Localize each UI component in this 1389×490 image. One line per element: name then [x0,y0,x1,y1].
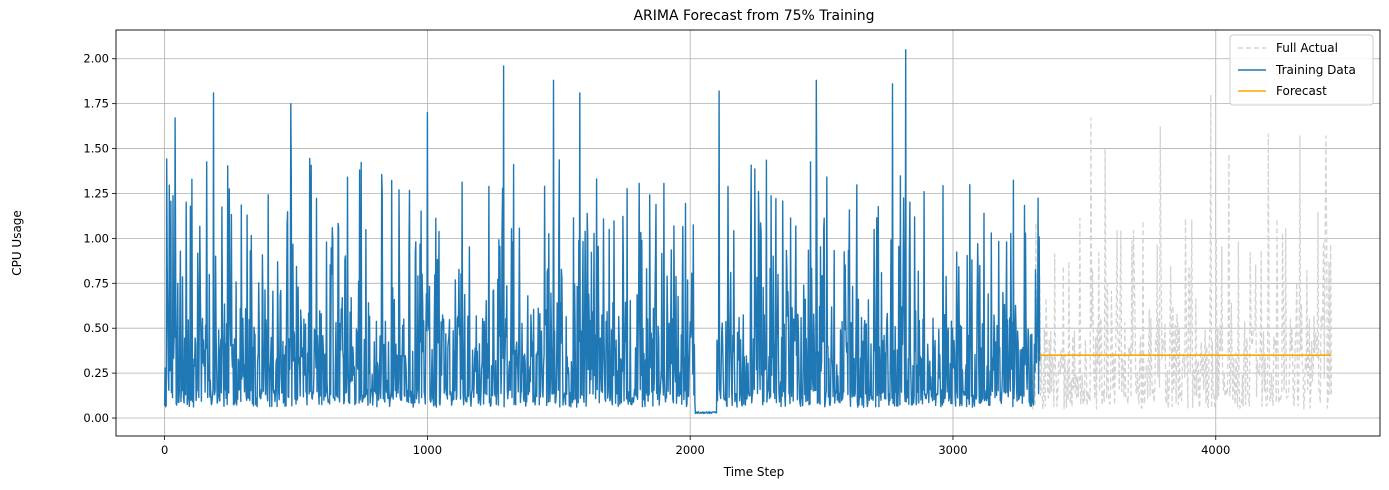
x-tick-label: 3000 [938,443,967,457]
y-axis: 0.00 0.25 0.50 0.75 1.00 1.25 1.50 1.75 2.00 [83,52,116,425]
y-tick-label: 0.00 [83,411,109,425]
full-actual-line [1031,94,1333,410]
y-tick-label: 1.25 [83,186,109,200]
series-full-actual [1031,94,1333,410]
y-tick-label: 1.75 [83,97,109,111]
x-tick-label: 0 [161,443,168,457]
y-tick-label: 2.00 [83,52,109,66]
y-axis-label: CPU Usage [10,210,24,276]
legend-label-training-data: Training Data [1275,63,1356,77]
plot-area [163,49,1333,415]
training-data-line [163,49,1041,415]
legend-label-full-actual: Full Actual [1276,41,1338,55]
x-tick-label: 4000 [1201,443,1230,457]
x-axis-label: Time Step [723,465,785,479]
y-tick-label: 0.25 [83,366,109,380]
legend-label-forecast: Forecast [1276,84,1327,98]
series-training-data [163,49,1041,415]
grid [116,30,1380,436]
legend-box [1229,34,1374,106]
legend: Full Actual Training Data Forecast [1229,34,1374,106]
x-tick-label: 1000 [413,443,442,457]
y-tick-label: 0.50 [83,321,109,335]
y-tick-label: 1.50 [83,142,109,156]
x-tick-label: 2000 [676,443,705,457]
x-axis: 0 1000 2000 3000 4000 [161,436,1230,457]
axes-frame [115,29,1381,437]
chart-title: ARIMA Forecast from 75% Training [633,8,874,24]
y-tick-label: 0.75 [83,276,109,290]
y-tick-label: 1.00 [83,231,109,245]
